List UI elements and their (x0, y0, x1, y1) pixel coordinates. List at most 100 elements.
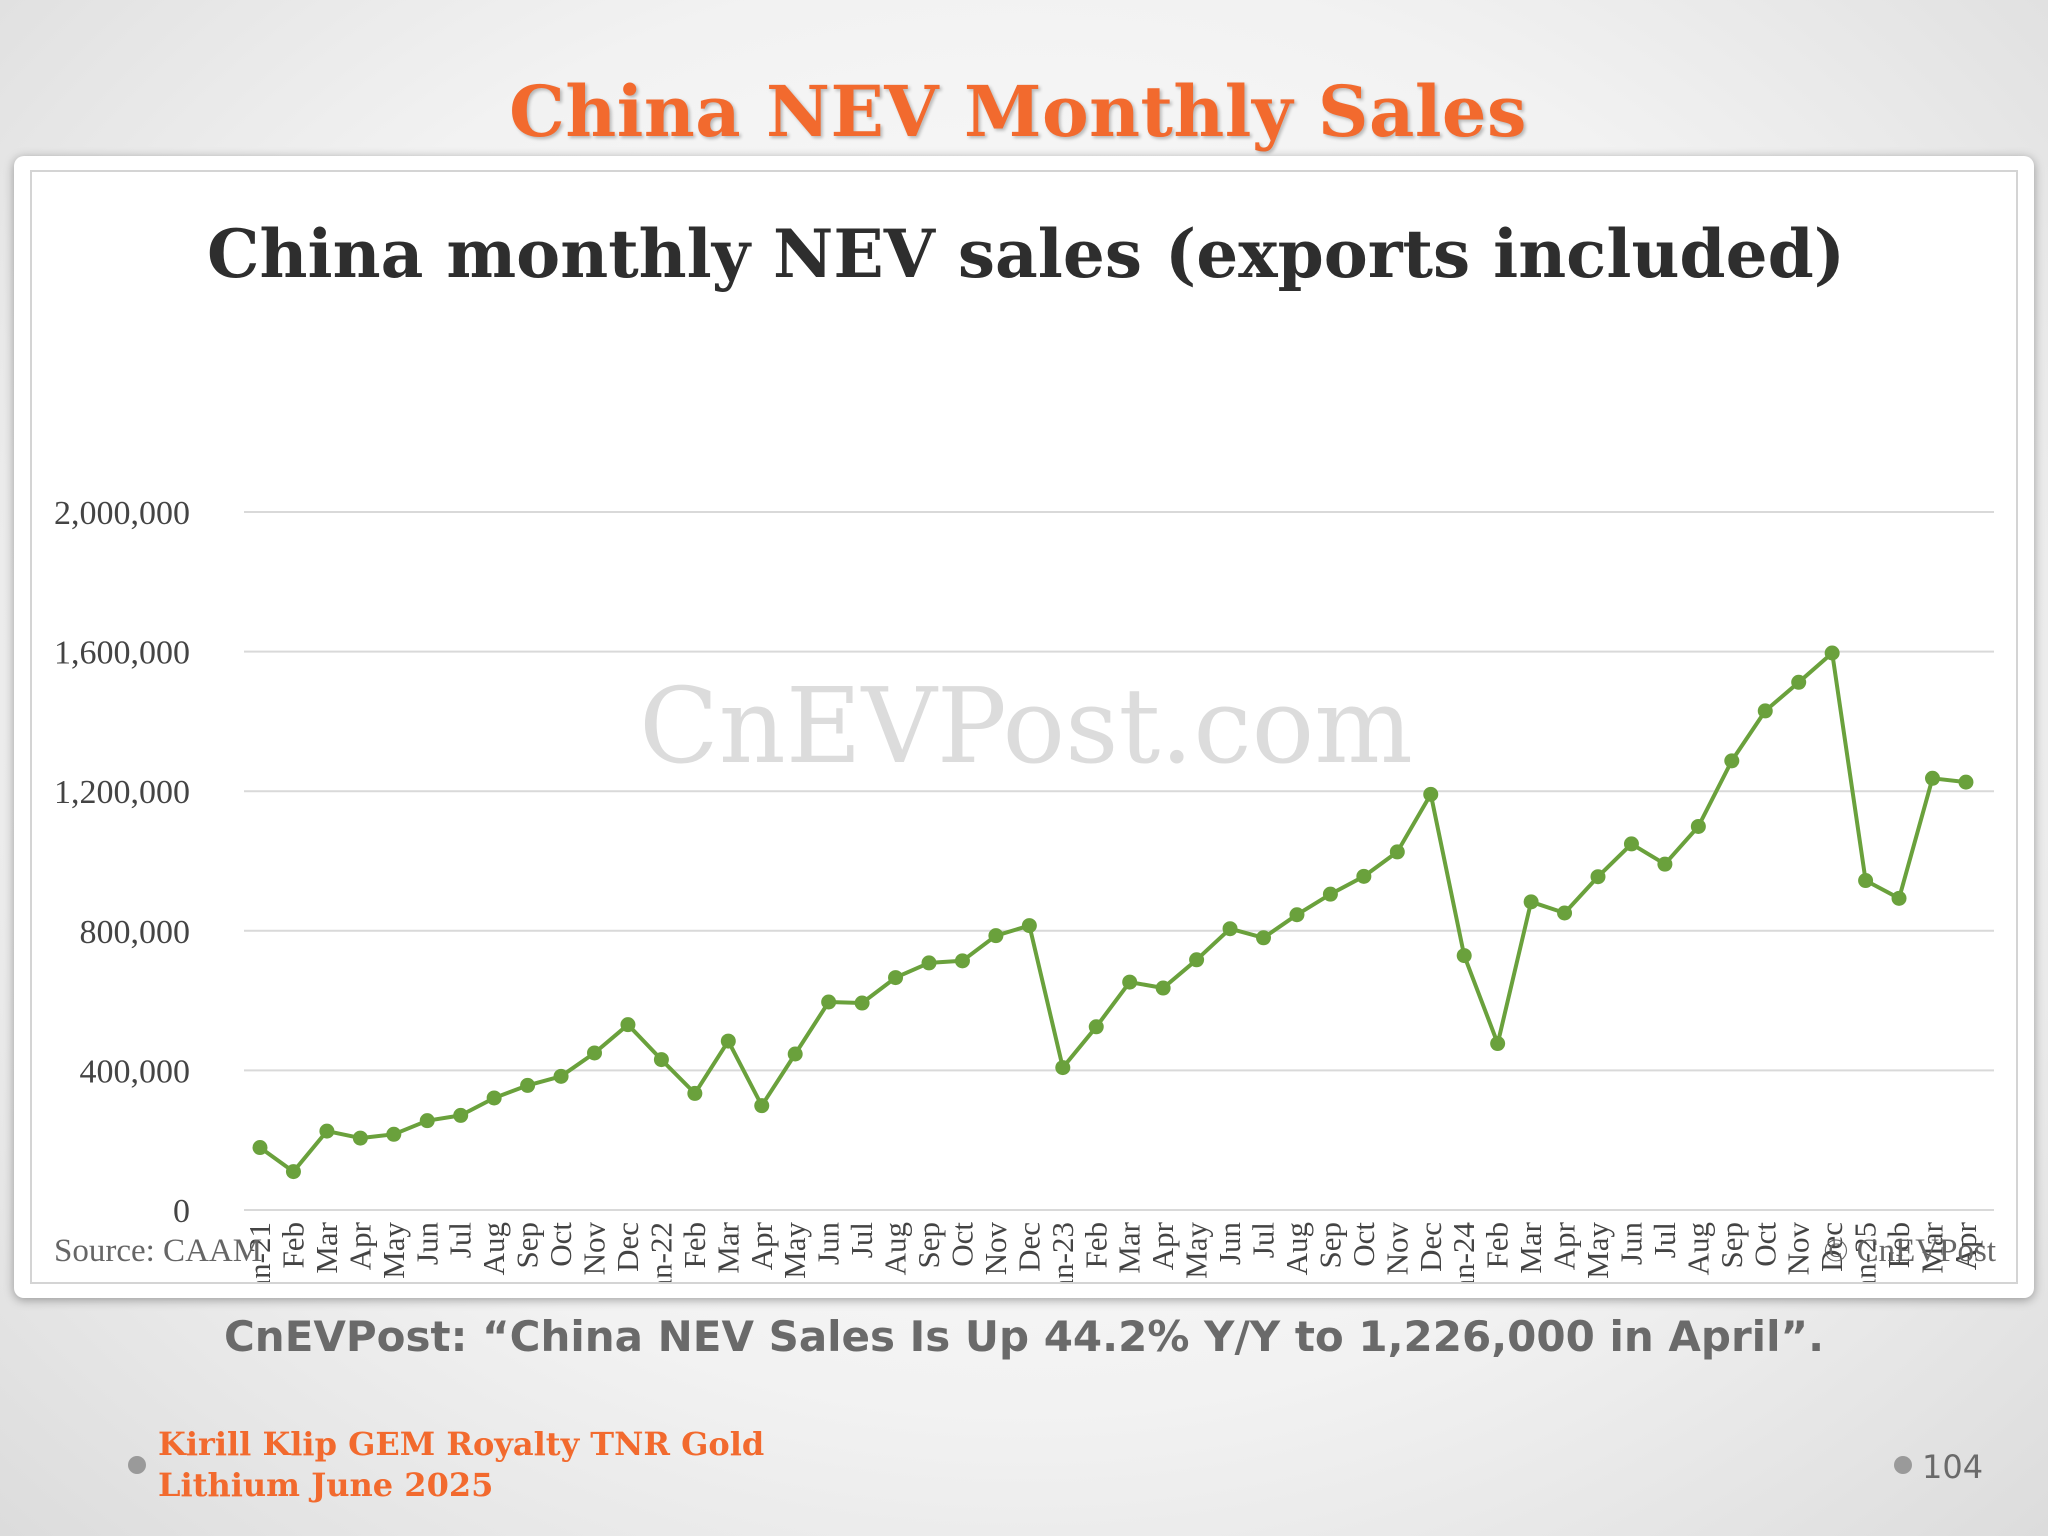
data-point (1557, 905, 1573, 921)
x-tick-label: Mar (1513, 1221, 1548, 1273)
x-tick-label: Jul (844, 1222, 879, 1258)
data-point (1289, 907, 1305, 923)
line-chart: China monthly NEV sales (exports include… (54, 215, 1996, 1282)
data-point (1222, 921, 1238, 937)
data-point (1356, 868, 1372, 884)
data-point (352, 1130, 368, 1146)
x-tick-label: Apr (1547, 1221, 1582, 1270)
footer-author: Kirill Klip GEM Royalty TNR Gold Lithium… (158, 1424, 764, 1506)
x-tick-label: Dec (1814, 1222, 1849, 1272)
x-axis: Jan-21FebMarAprMayJunJulAugSepOctNovDecJ… (242, 1221, 1983, 1282)
x-tick-label: Nov (1379, 1222, 1414, 1276)
data-point (1925, 770, 1940, 786)
data-point (1389, 844, 1405, 860)
data-point (687, 1085, 703, 1101)
data-point (386, 1126, 402, 1142)
chart-frame: China monthly NEV sales (exports include… (30, 170, 2018, 1284)
y-tick-label: 2,000,000 (54, 495, 190, 532)
data-point (1122, 974, 1138, 990)
data-point (1757, 703, 1773, 719)
x-tick-label: Aug (878, 1222, 913, 1275)
x-tick-label: Feb (1480, 1222, 1515, 1269)
x-tick-label: Aug (476, 1222, 511, 1275)
x-tick-label: Mar (710, 1221, 745, 1273)
footer-author-line1: Kirill Klip GEM Royalty TNR Gold (158, 1425, 765, 1463)
series-line (258, 651, 1967, 1174)
x-tick-label: Feb (1881, 1222, 1916, 1269)
data-point (1724, 753, 1740, 769)
data-point (921, 955, 937, 971)
data-point (1189, 952, 1205, 968)
data-point (653, 1052, 669, 1068)
data-point (1490, 1036, 1506, 1052)
x-tick-label: May (777, 1222, 812, 1279)
series-nev-sales (252, 645, 1974, 1180)
x-tick-label: Jun (811, 1222, 846, 1266)
slide-title: China NEV Monthly Sales (509, 70, 1527, 153)
data-point (1088, 1019, 1104, 1035)
x-tick-label: Jan-24 (1446, 1222, 1481, 1282)
data-point (453, 1107, 469, 1123)
grid-lines (244, 511, 1994, 1211)
x-tick-label: Apr (1948, 1221, 1983, 1270)
x-tick-label: Nov (577, 1222, 612, 1276)
footer-bullet-icon (128, 1456, 146, 1474)
data-point (587, 1045, 602, 1061)
data-point (787, 1046, 803, 1062)
x-tick-label: Mar (1915, 1221, 1950, 1273)
x-tick-label: Oct (944, 1222, 979, 1267)
y-tick-label: 1,200,000 (54, 774, 190, 811)
copyright-note: © CnEVPost (1823, 1233, 1996, 1269)
data-point (319, 1123, 335, 1139)
data-point (1155, 980, 1171, 996)
data-point (1256, 930, 1271, 946)
x-tick-label: Jun (409, 1222, 444, 1266)
y-tick-label: 400,000 (80, 1053, 191, 1090)
x-tick-label: Mar (309, 1221, 344, 1273)
y-tick-label: 1,600,000 (54, 635, 190, 672)
x-tick-label: Apr (342, 1221, 377, 1270)
x-tick-label: Oct (1346, 1222, 1381, 1267)
data-point (1891, 890, 1907, 906)
x-tick-label: Jun (1613, 1222, 1648, 1266)
data-point (988, 928, 1004, 944)
x-tick-label: Oct (543, 1222, 578, 1267)
y-tick-label: 0 (173, 1193, 190, 1230)
x-tick-label: Jul (1647, 1222, 1682, 1258)
chart-title: China monthly NEV sales (exports include… (207, 215, 1845, 293)
x-tick-label: Apr (1145, 1221, 1180, 1270)
data-point (1657, 856, 1673, 872)
data-point (1055, 1060, 1071, 1076)
data-point (1623, 836, 1639, 852)
data-point (553, 1068, 569, 1084)
x-tick-label: Mar (1112, 1221, 1147, 1273)
data-point (1021, 918, 1037, 934)
data-point (1423, 786, 1439, 802)
x-tick-label: Sep (1714, 1222, 1749, 1269)
x-tick-label: Dec (1011, 1222, 1046, 1272)
data-point (1322, 886, 1338, 902)
x-tick-label: Jan-21 (242, 1222, 277, 1282)
x-tick-label: Dec (610, 1222, 645, 1272)
x-tick-label: Oct (1747, 1222, 1782, 1267)
data-point (1958, 774, 1974, 790)
x-tick-label: Jun (1212, 1222, 1247, 1266)
x-tick-label: Aug (1279, 1222, 1314, 1275)
x-tick-label: May (1179, 1222, 1214, 1279)
data-point (520, 1077, 536, 1093)
y-tick-label: 800,000 (80, 914, 191, 951)
x-tick-label: Jan-22 (643, 1222, 678, 1282)
data-point (1824, 645, 1840, 661)
x-tick-label: Sep (1312, 1222, 1347, 1269)
data-point (252, 1140, 268, 1156)
x-tick-label: Apr (744, 1221, 779, 1270)
footer-author-line2: Lithium June 2025 (158, 1466, 494, 1504)
x-tick-label: Jan-23 (1045, 1222, 1080, 1282)
x-tick-label: Sep (911, 1222, 946, 1269)
page-number: 104 (1922, 1448, 1984, 1486)
x-tick-label: Jul (1246, 1222, 1281, 1258)
x-tick-label: Aug (1680, 1222, 1715, 1275)
data-point (419, 1113, 435, 1129)
data-point (285, 1164, 301, 1180)
data-point (1858, 873, 1874, 889)
